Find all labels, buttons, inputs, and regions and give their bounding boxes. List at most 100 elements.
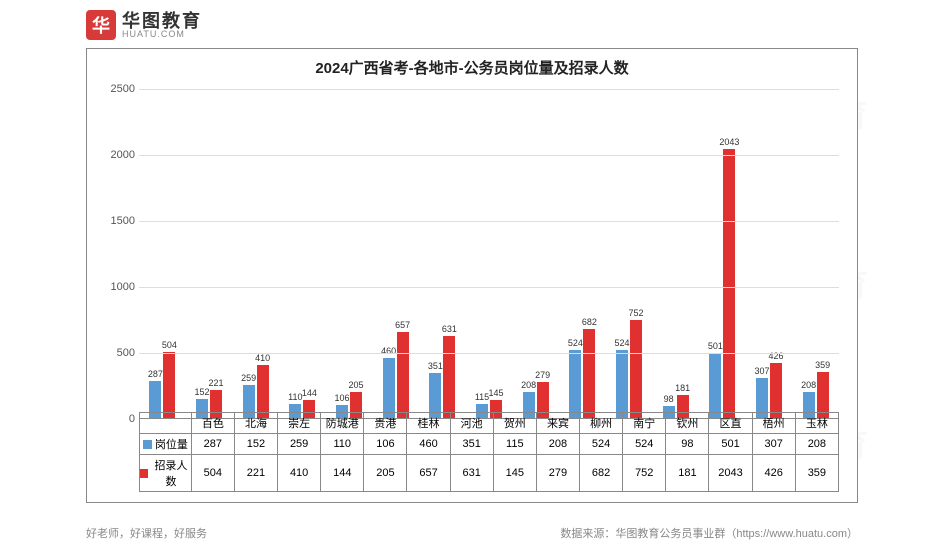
bar-value-label: 144 bbox=[296, 388, 322, 398]
legend-head: 岗位量 bbox=[140, 436, 191, 452]
table-category-cell: 来宾 bbox=[536, 413, 579, 434]
table-value-cell: 501 bbox=[709, 434, 752, 455]
table-category-cell: 防城港 bbox=[321, 413, 364, 434]
table-value-cell: 115 bbox=[493, 434, 536, 455]
table-row-categories: 百色北海崇左防城港贵港桂林河池贺州来宾柳州南宁钦州区直梧州玉林 bbox=[140, 413, 839, 434]
logo-cn: 华图教育 bbox=[122, 12, 202, 30]
bar-value-label: 410 bbox=[250, 353, 276, 363]
table-value-cell: 682 bbox=[580, 455, 623, 492]
footer: 好老师，好课程，好服务 数据来源：华图教育公务员事业群（https://www.… bbox=[86, 525, 858, 541]
bar-招录人数 bbox=[723, 149, 735, 419]
table-value-cell: 279 bbox=[536, 455, 579, 492]
table-value-cell: 181 bbox=[666, 455, 709, 492]
table-row: 招录人数504221410144205657631145279682752181… bbox=[140, 455, 839, 492]
gridline bbox=[139, 89, 839, 90]
bar-value-label: 181 bbox=[670, 383, 696, 393]
bar-岗位量 bbox=[383, 358, 395, 419]
bar-岗位量 bbox=[569, 350, 581, 419]
bar-招录人数 bbox=[443, 336, 455, 419]
table-category-cell: 钦州 bbox=[666, 413, 709, 434]
bar-招录人数 bbox=[163, 352, 175, 419]
legend-label: 招录人数 bbox=[151, 457, 191, 489]
table-category-cell: 贵港 bbox=[364, 413, 407, 434]
chart-frame: 2024广西省考-各地市-公务员岗位量及招录人数 287504152221259… bbox=[86, 48, 858, 503]
table-value-cell: 524 bbox=[580, 434, 623, 455]
y-tick-label: 1000 bbox=[99, 281, 135, 293]
table-category-cell: 崇左 bbox=[278, 413, 321, 434]
table-value-cell: 2043 bbox=[709, 455, 752, 492]
bars-container: 2875041522212594101101441062054606573516… bbox=[139, 89, 839, 419]
table-value-cell: 208 bbox=[536, 434, 579, 455]
table-value-cell: 98 bbox=[666, 434, 709, 455]
table-value-cell: 110 bbox=[321, 434, 364, 455]
footer-right: 数据来源：华图教育公务员事业群（https://www.huatu.com） bbox=[560, 525, 858, 541]
logo-icon: 华 bbox=[86, 10, 116, 40]
gridline bbox=[139, 353, 839, 354]
logo-en: HUATU.COM bbox=[122, 30, 202, 39]
table-value-cell: 259 bbox=[278, 434, 321, 455]
table-value-cell: 426 bbox=[752, 455, 795, 492]
table-value-cell: 351 bbox=[450, 434, 493, 455]
footer-left: 好老师，好课程，好服务 bbox=[86, 525, 207, 541]
bar-value-label: 631 bbox=[436, 324, 462, 334]
bar-value-label: 682 bbox=[576, 317, 602, 327]
bar-value-label: 2043 bbox=[716, 137, 742, 147]
y-tick-label: 0 bbox=[99, 413, 135, 425]
chart-title: 2024广西省考-各地市-公务员岗位量及招录人数 bbox=[87, 49, 857, 78]
table-value-cell: 504 bbox=[191, 455, 234, 492]
table-value-cell: 657 bbox=[407, 455, 450, 492]
bar-招录人数 bbox=[630, 320, 642, 419]
bar-岗位量 bbox=[616, 350, 628, 419]
legend-swatch bbox=[143, 440, 152, 449]
table-value-cell: 144 bbox=[321, 455, 364, 492]
data-table-body: 百色北海崇左防城港贵港桂林河池贺州来宾柳州南宁钦州区直梧州玉林岗位量287152… bbox=[140, 413, 839, 492]
table-value-cell: 359 bbox=[795, 455, 838, 492]
logo-text: 华图教育 HUATU.COM bbox=[122, 12, 202, 39]
table-category-cell: 梧州 bbox=[752, 413, 795, 434]
gridline bbox=[139, 155, 839, 156]
bar-value-label: 221 bbox=[203, 378, 229, 388]
data-table: 百色北海崇左防城港贵港桂林河池贺州来宾柳州南宁钦州区直梧州玉林岗位量287152… bbox=[139, 412, 839, 492]
series-header: 岗位量 bbox=[140, 434, 192, 455]
table-corner-cell bbox=[140, 413, 192, 434]
bar-岗位量 bbox=[709, 353, 721, 419]
table-category-cell: 河池 bbox=[450, 413, 493, 434]
bar-value-label: 359 bbox=[810, 360, 836, 370]
bar-招录人数 bbox=[770, 363, 782, 419]
table-category-cell: 贺州 bbox=[493, 413, 536, 434]
bar-招录人数 bbox=[397, 332, 409, 419]
y-tick-label: 2500 bbox=[99, 83, 135, 95]
table-value-cell: 208 bbox=[795, 434, 838, 455]
table-category-cell: 玉林 bbox=[795, 413, 838, 434]
table-value-cell: 460 bbox=[407, 434, 450, 455]
bar-value-label: 752 bbox=[623, 308, 649, 318]
legend-head: 招录人数 bbox=[140, 457, 191, 489]
table-category-cell: 桂林 bbox=[407, 413, 450, 434]
y-tick-label: 2000 bbox=[99, 149, 135, 161]
logo: 华 华图教育 HUATU.COM bbox=[86, 10, 202, 40]
table-value-cell: 410 bbox=[278, 455, 321, 492]
table-value-cell: 221 bbox=[234, 455, 277, 492]
plot-area: 2875041522212594101101441062054606573516… bbox=[139, 89, 839, 419]
gridline bbox=[139, 287, 839, 288]
legend-swatch bbox=[140, 469, 148, 478]
table-value-cell: 145 bbox=[493, 455, 536, 492]
bar-招录人数 bbox=[583, 329, 595, 419]
gridline bbox=[139, 221, 839, 222]
y-tick-label: 1500 bbox=[99, 215, 135, 227]
table-row: 岗位量2871522591101064603511152085245249850… bbox=[140, 434, 839, 455]
bar-value-label: 205 bbox=[343, 380, 369, 390]
bar-招录人数 bbox=[257, 365, 269, 419]
table-value-cell: 106 bbox=[364, 434, 407, 455]
table-category-cell: 百色 bbox=[191, 413, 234, 434]
table-value-cell: 287 bbox=[191, 434, 234, 455]
table-category-cell: 区直 bbox=[709, 413, 752, 434]
table-category-cell: 南宁 bbox=[623, 413, 666, 434]
bar-value-label: 145 bbox=[483, 388, 509, 398]
table-category-cell: 北海 bbox=[234, 413, 277, 434]
table-category-cell: 柳州 bbox=[580, 413, 623, 434]
table-value-cell: 631 bbox=[450, 455, 493, 492]
bar-value-label: 657 bbox=[390, 320, 416, 330]
table-value-cell: 524 bbox=[623, 434, 666, 455]
legend-label: 岗位量 bbox=[155, 436, 188, 452]
